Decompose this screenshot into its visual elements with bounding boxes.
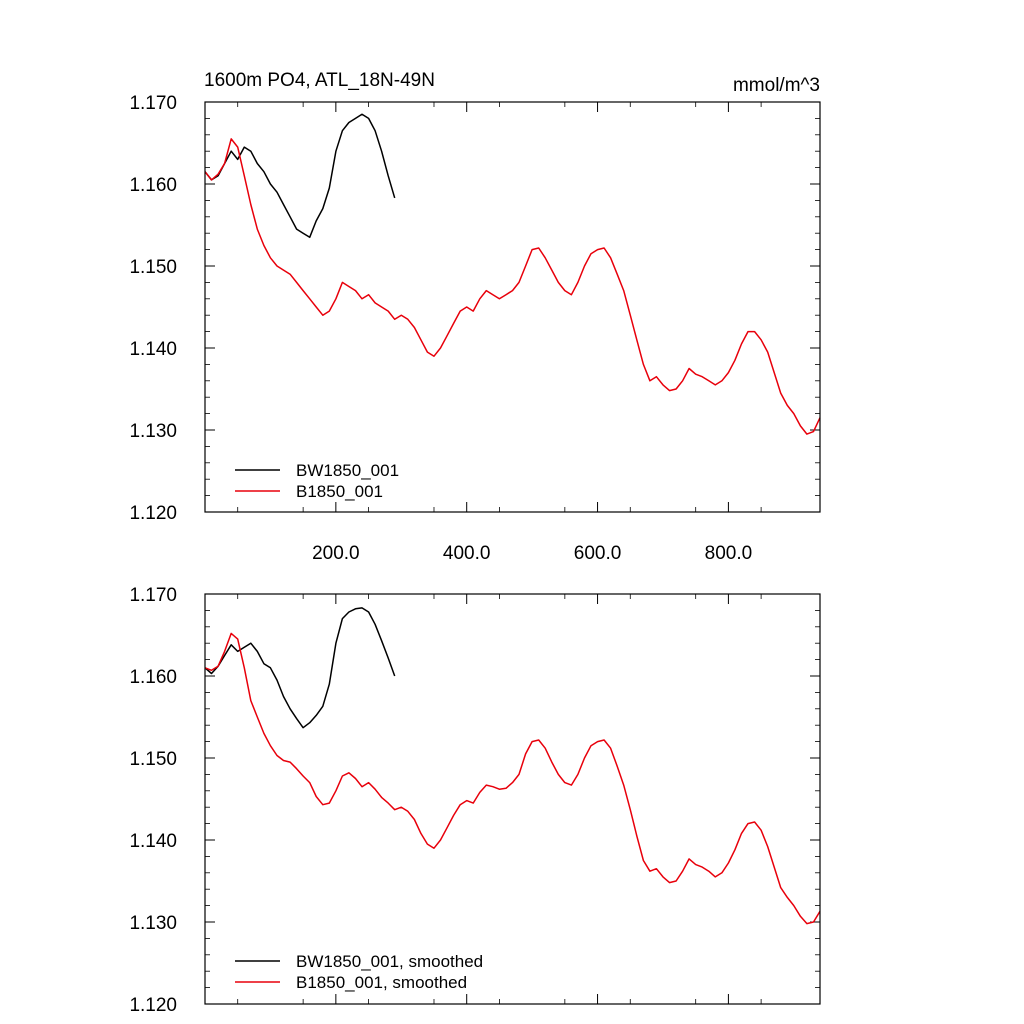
legend-label-bw1850: BW1850_001 — [296, 461, 399, 480]
y-tick-label: 1.170 — [129, 93, 177, 114]
series-line-bw1850-001-smoothed — [204, 607, 396, 729]
y-tick-label: 1.140 — [129, 339, 177, 360]
x-tick-label: 200.0 — [312, 543, 360, 564]
top-plot-frame — [204, 101, 821, 513]
bottom-panel: 1.120 1.130 1.140 1.150 1.160 1.170 BW1850_00… — [129, 585, 821, 1016]
y-tick-label: 1.150 — [129, 749, 177, 770]
top-legend: BW1850_001 B1850_001 — [235, 461, 399, 501]
y-tick-label: 1.160 — [129, 667, 177, 688]
top-series-lines — [204, 113, 821, 435]
series-line-bw1850-001 — [204, 113, 396, 239]
series-line-b1850-001 — [204, 138, 821, 435]
chart-title: 1600m PO4, ATL_18N-49N — [204, 70, 435, 91]
y-tick-label: 1.160 — [129, 175, 177, 196]
bottom-plot-frame — [204, 593, 821, 1005]
bottom-legend: BW1850_001, smoothed B1850_001, smoothed — [235, 952, 483, 992]
bottom-series-lines — [204, 607, 821, 925]
x-tick-label: 400.0 — [443, 543, 491, 564]
legend-label-b1850: B1850_001 — [296, 482, 383, 501]
y-tick-label: 1.130 — [129, 421, 177, 442]
y-tick-label: 1.120 — [129, 503, 177, 524]
y-tick-label: 1.140 — [129, 831, 177, 852]
series-line-b1850-001-smoothed — [204, 632, 821, 925]
x-tick-label: 800.0 — [705, 543, 753, 564]
top-ticks: 1.120 1.130 1.140 1.150 1.160 1.170 200.0 400.0… — [129, 93, 820, 564]
legend-label-b1850-smoothed: B1850_001, smoothed — [296, 973, 467, 992]
y-tick-label: 1.170 — [129, 585, 177, 606]
legend-label-bw1850-smoothed: BW1850_001, smoothed — [296, 952, 483, 971]
top-panel: 1600m PO4, ATL_18N-49N mmol/m^3 1.1201.1… — [129, 70, 821, 564]
y-tick-label: 1.120 — [129, 995, 177, 1016]
y-tick-label: 1.150 — [129, 257, 177, 278]
y-tick-label: 1.130 — [129, 913, 177, 934]
x-tick-label: 600.0 — [574, 543, 622, 564]
chart-units: mmol/m^3 — [733, 75, 820, 96]
bottom-ticks: 1.120 1.130 1.140 1.150 1.160 1.170 — [129, 585, 820, 1016]
